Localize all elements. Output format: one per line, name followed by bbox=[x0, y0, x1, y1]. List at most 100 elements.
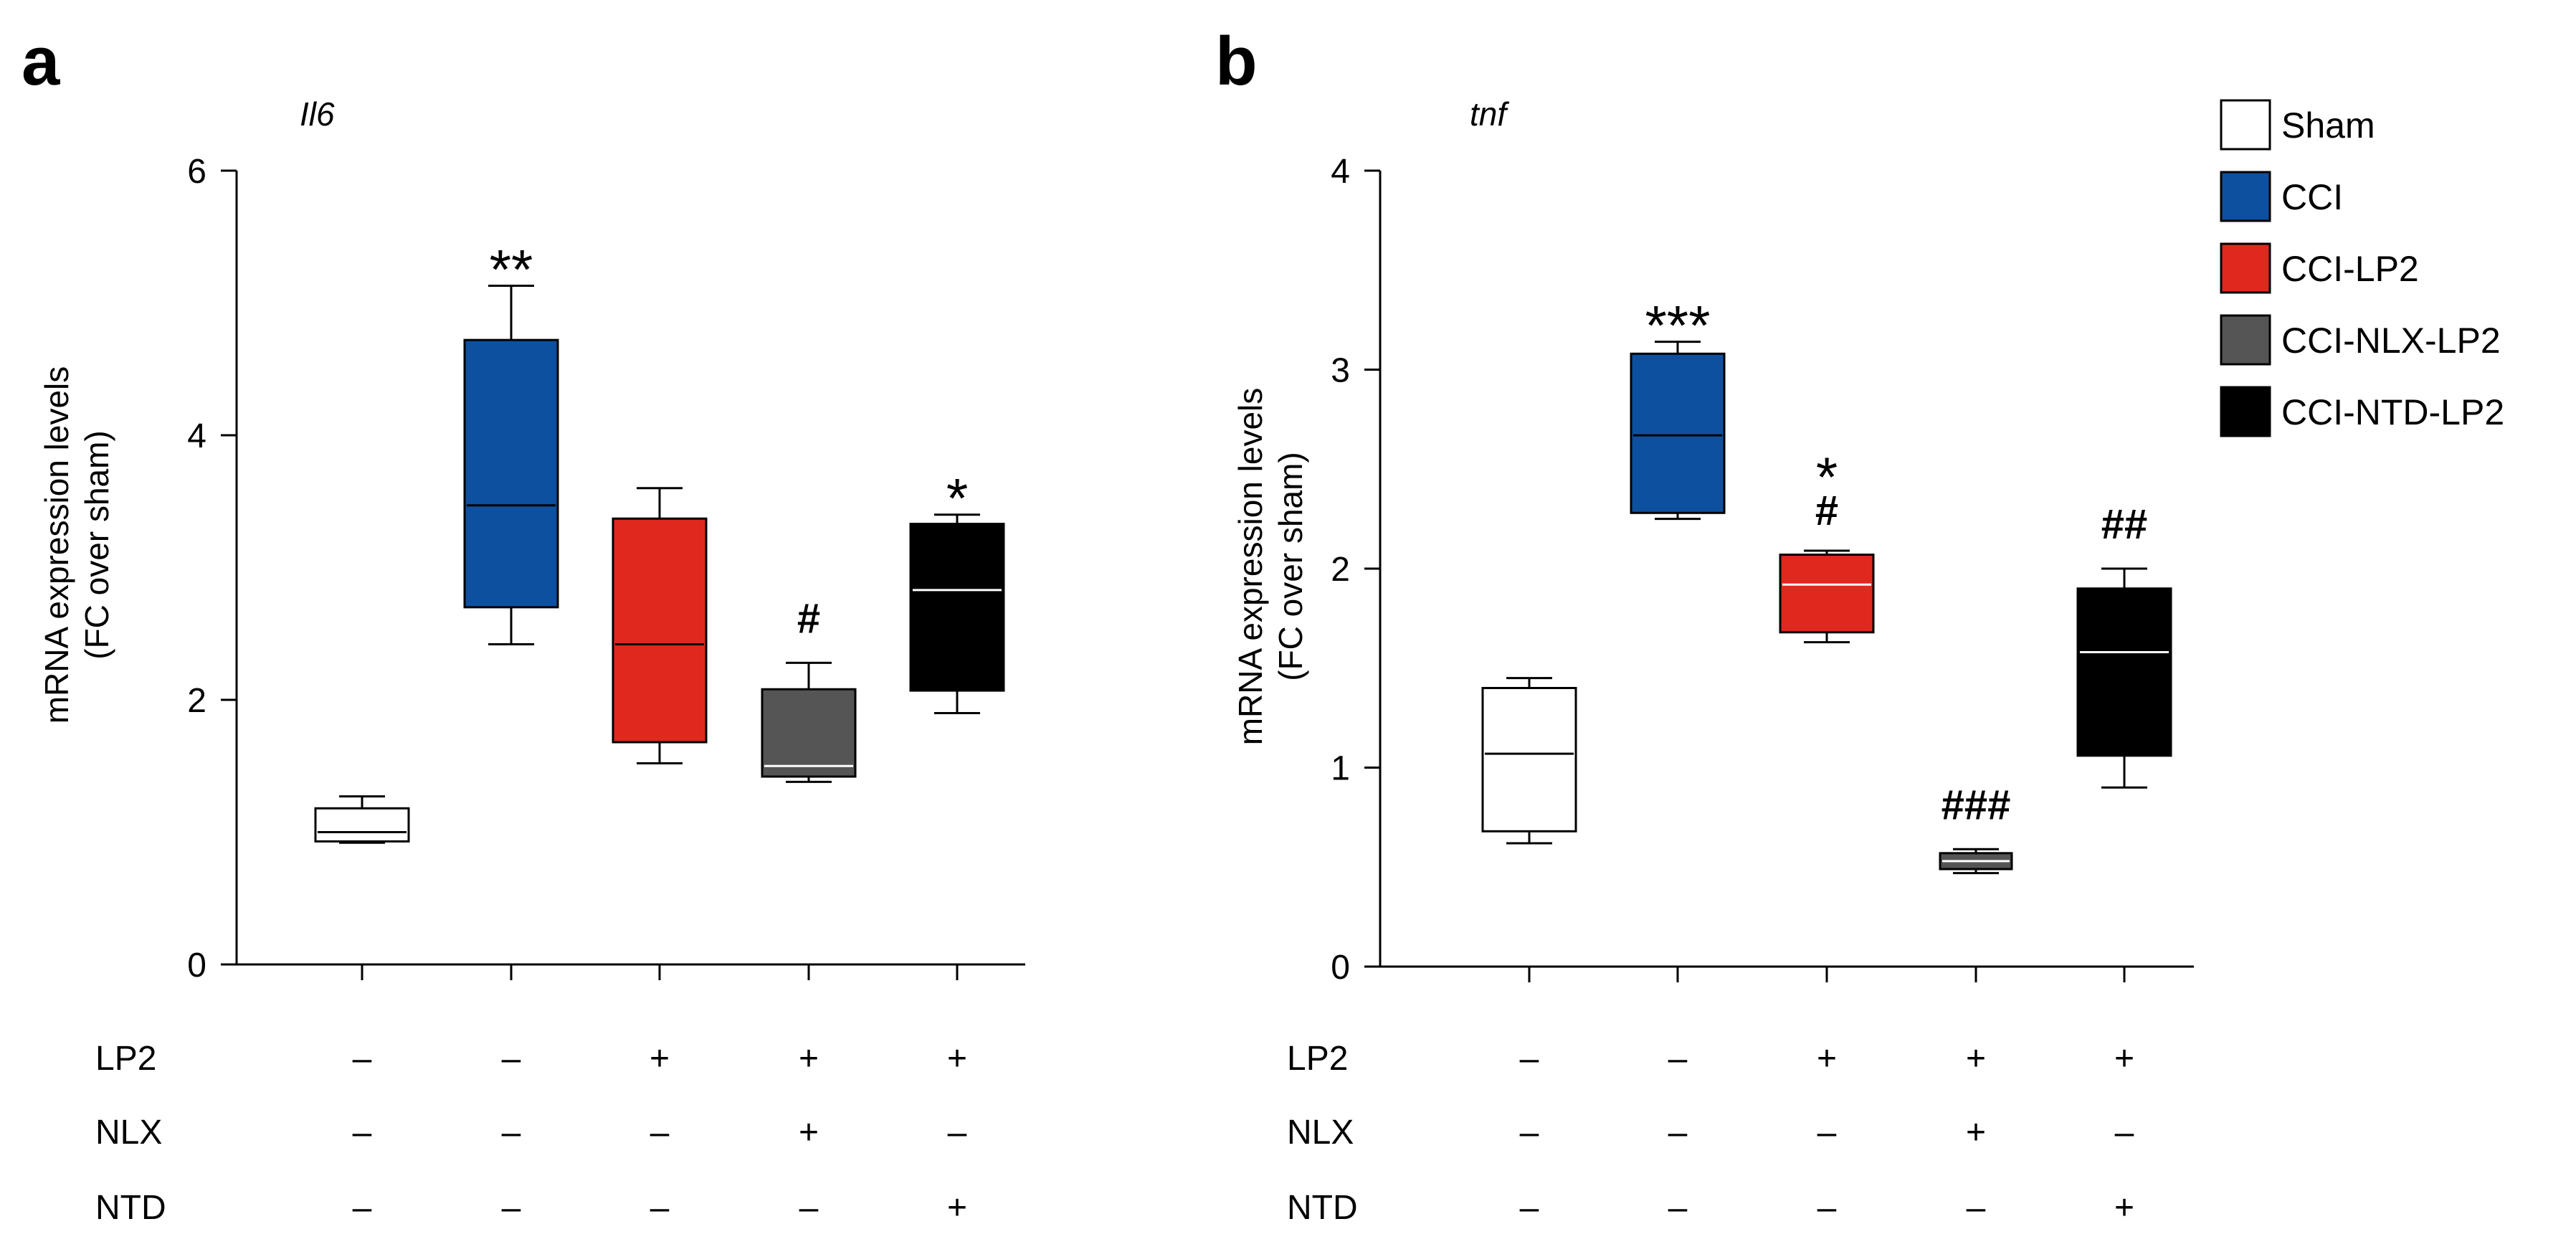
panel-a-ylabel-line2: (FC over sham) bbox=[78, 430, 115, 659]
panel-b-treatment-value: – bbox=[2115, 1114, 2134, 1152]
panel-b-treatment-value: – bbox=[1668, 1040, 1688, 1078]
panel-a-box-cci: ** bbox=[463, 238, 559, 646]
panel-b-treatment-label-nlx: NLX bbox=[1287, 1114, 1354, 1152]
panel-b-treatment-value: – bbox=[1520, 1114, 1539, 1152]
panel-a-treatment-value: + bbox=[650, 1040, 670, 1078]
legend-item-sham: Sham bbox=[2220, 99, 2375, 151]
panel-b-box-cci-nlx-lp2: ### bbox=[1939, 782, 2013, 875]
panel-b-box-cci-ntd-lp2: ## bbox=[2076, 501, 2172, 789]
legend-label: CCI bbox=[2281, 177, 2343, 217]
panel-b-treatment-value: + bbox=[1817, 1040, 1837, 1078]
panel-a-treatment-label-ntd: NTD bbox=[95, 1189, 166, 1227]
legend-label: CCI-NTD-LP2 bbox=[2281, 392, 2504, 432]
panel-b-y-tick-label: 2 bbox=[1331, 551, 1350, 589]
panel-a-treatment-value: + bbox=[799, 1040, 819, 1078]
panel-a-y-tick-label: 4 bbox=[187, 417, 206, 455]
panel-a-box-cci-lp2 bbox=[612, 487, 708, 765]
panel-b-y-tick-label: 3 bbox=[1331, 352, 1350, 390]
legend-label: Sham bbox=[2281, 105, 2375, 146]
panel-b-title: tnf bbox=[1470, 95, 1509, 133]
legend-item-cci-nlx-lp2: CCI-NLX-LP2 bbox=[2220, 314, 2501, 366]
panel-a-treatment-label-lp2: LP2 bbox=[95, 1040, 156, 1078]
panel-b-box-cci-lp2: *# bbox=[1779, 445, 1875, 644]
panel-a-treatment-table: LP2 – – + + + NLX – – – + – NTD – – – – + bbox=[95, 1040, 967, 1227]
significance-annotation: * bbox=[946, 467, 968, 530]
panel-a-treatment-value: – bbox=[502, 1040, 521, 1078]
panel-b-treatment-value: + bbox=[2114, 1189, 2134, 1227]
panel-a-box-cci-ntd-lp2: * bbox=[909, 467, 1005, 714]
panel-a-title: Il6 bbox=[300, 95, 335, 133]
panel-b-y-tick-label: 1 bbox=[1331, 750, 1350, 788]
panel-b-treatment-value: + bbox=[2114, 1040, 2134, 1078]
panel-a-treatment-label-nlx: NLX bbox=[95, 1114, 162, 1152]
legend-swatch bbox=[2220, 314, 2271, 366]
legend: Sham CCI CCI-LP2 CCI-NLX-LP2 CCI-NTD-LP2 bbox=[2220, 99, 2504, 437]
panel-b-box-cci: *** bbox=[1630, 294, 1726, 521]
panel-a-y-tick-label: 0 bbox=[187, 947, 206, 985]
panel-b-treatment-table: LP2 – – + + + NLX – – – + – NTD – – – – + bbox=[1287, 1040, 2134, 1227]
panel-b-treatment-value: – bbox=[1668, 1189, 1688, 1227]
panel-a-box-cci-nlx-lp2: # bbox=[761, 595, 857, 783]
panel-b-ylabel-line1: mRNA expression levels bbox=[1232, 388, 1269, 746]
panel-b-treatment-label-ntd: NTD bbox=[1287, 1189, 1358, 1227]
panel-a-treatment-value: – bbox=[502, 1114, 521, 1152]
panel-b-treatment-value: – bbox=[1520, 1040, 1539, 1078]
legend-item-cci-lp2: CCI-LP2 bbox=[2220, 242, 2419, 294]
significance-annotation: * bbox=[1816, 445, 1838, 508]
legend-label: CCI-LP2 bbox=[2281, 249, 2419, 289]
panel-b-ylabel-line2: (FC over sham) bbox=[1272, 452, 1309, 680]
panel-a-treatment-value: – bbox=[353, 1114, 372, 1152]
legend-swatch bbox=[2220, 242, 2271, 294]
legend-swatch bbox=[2220, 171, 2271, 222]
box bbox=[612, 517, 708, 744]
box bbox=[1481, 687, 1577, 833]
panel-b-treatment-value: – bbox=[1520, 1189, 1539, 1227]
panel-b-treatment-value: – bbox=[1817, 1189, 1837, 1227]
panel-a-label: a bbox=[22, 23, 60, 100]
panel-b-treatment-value: + bbox=[1966, 1114, 1986, 1152]
box bbox=[463, 338, 559, 609]
significance-annotation: *** bbox=[1645, 294, 1710, 357]
panel-a-treatment-value: + bbox=[947, 1189, 967, 1227]
legend-item-cci-ntd-lp2: CCI-NTD-LP2 bbox=[2220, 386, 2504, 437]
panel-b-label: b bbox=[1215, 23, 1258, 100]
panel-a-treatment-value: – bbox=[650, 1114, 670, 1152]
panel-a-treatment-value: – bbox=[502, 1189, 521, 1227]
legend-swatch bbox=[2220, 386, 2271, 437]
panel-a-treatment-value: – bbox=[353, 1189, 372, 1227]
panel-a-plot: 0 2 4 6 ** # * bbox=[187, 153, 1025, 985]
significance-annotation-secondary: # bbox=[1815, 488, 1838, 534]
significance-annotation: ** bbox=[490, 238, 533, 301]
box bbox=[1630, 352, 1726, 514]
panel-b-box-sham bbox=[1481, 677, 1577, 845]
panel-a-treatment-value: – bbox=[650, 1189, 670, 1227]
panel-b-treatment-value: – bbox=[1668, 1114, 1688, 1152]
panel-b-y-tick-label: 4 bbox=[1331, 153, 1350, 191]
legend-swatch bbox=[2220, 99, 2271, 151]
panel-b-y-tick-label: 0 bbox=[1331, 949, 1350, 987]
panel-b-treatment-label-lp2: LP2 bbox=[1287, 1040, 1348, 1078]
legend-label: CCI-NLX-LP2 bbox=[2281, 321, 2501, 361]
box bbox=[2076, 587, 2172, 757]
panel-a-box-sham bbox=[314, 795, 410, 844]
significance-annotation: # bbox=[797, 595, 820, 642]
panel-a-ylabel-line1: mRNA expression levels bbox=[38, 366, 75, 724]
panel-a-treatment-value: – bbox=[948, 1114, 967, 1152]
panel-b-treatment-value: + bbox=[1966, 1040, 1986, 1078]
box bbox=[1779, 554, 1875, 634]
panel-a-treatment-value: – bbox=[799, 1189, 819, 1227]
panel-b-treatment-value: – bbox=[1817, 1114, 1837, 1152]
significance-annotation: ### bbox=[1941, 782, 2011, 828]
significance-annotation: ## bbox=[2101, 501, 2148, 548]
panel-a-y-tick-label: 6 bbox=[187, 153, 206, 191]
panel-a-treatment-value: – bbox=[353, 1040, 372, 1078]
box bbox=[909, 523, 1005, 692]
box bbox=[314, 807, 410, 843]
panel-a-treatment-value: + bbox=[799, 1114, 819, 1152]
box bbox=[761, 688, 857, 778]
panel-a-treatment-value: + bbox=[947, 1040, 967, 1078]
panel-b-treatment-value: – bbox=[1967, 1189, 1986, 1227]
panel-a-y-tick-label: 2 bbox=[187, 682, 206, 720]
